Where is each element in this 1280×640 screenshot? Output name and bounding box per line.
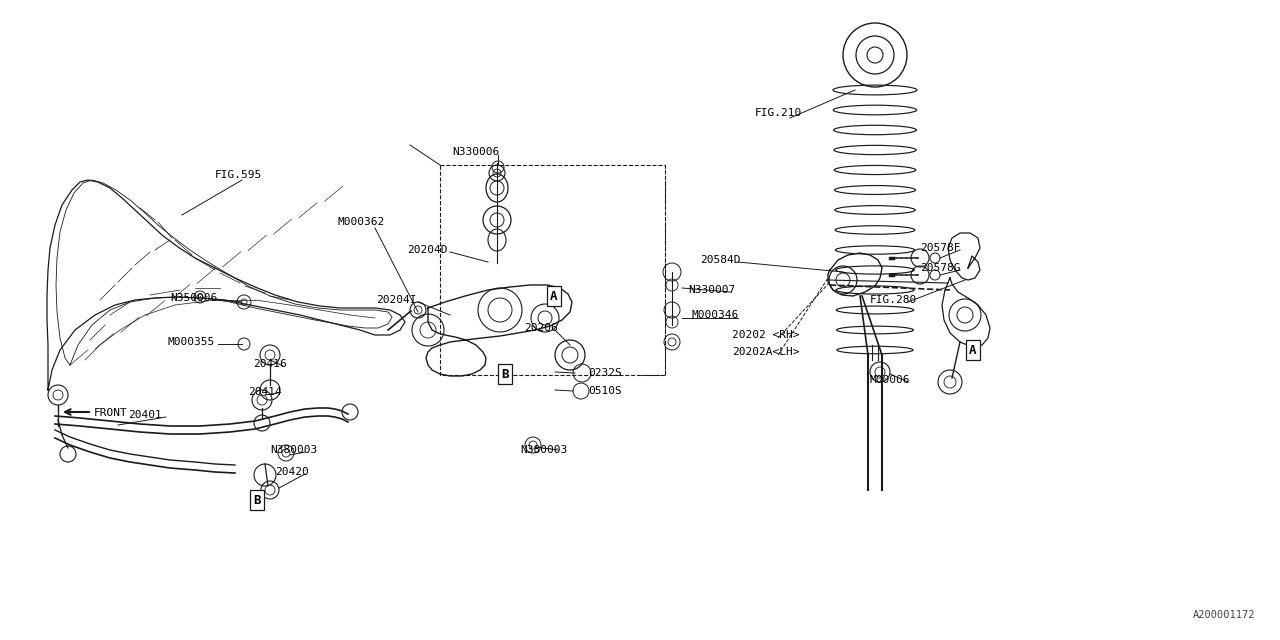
Text: 20202A<LH>: 20202A<LH> <box>732 347 800 357</box>
Bar <box>440 165 666 375</box>
Text: M000355: M000355 <box>166 337 214 347</box>
Text: M000362: M000362 <box>338 217 385 227</box>
Text: N350006: N350006 <box>170 293 218 303</box>
Text: 0232S: 0232S <box>588 368 622 378</box>
Text: FRONT: FRONT <box>93 408 128 418</box>
Text: 20420: 20420 <box>275 467 308 477</box>
Text: FIG.595: FIG.595 <box>215 170 262 180</box>
Text: A: A <box>550 289 558 303</box>
Text: N330006: N330006 <box>452 147 499 157</box>
Text: 20202 <RH>: 20202 <RH> <box>732 330 800 340</box>
Text: N380003: N380003 <box>520 445 567 455</box>
Text: A200001172: A200001172 <box>1193 610 1254 620</box>
Text: B: B <box>502 367 508 381</box>
Text: N380003: N380003 <box>270 445 317 455</box>
Text: 20578F: 20578F <box>920 243 960 253</box>
Text: FIG.210: FIG.210 <box>755 108 803 118</box>
Text: 20204D: 20204D <box>407 245 448 255</box>
Text: 20401: 20401 <box>128 410 161 420</box>
Text: A: A <box>969 344 977 356</box>
Text: 20416: 20416 <box>253 359 287 369</box>
Text: 20206: 20206 <box>524 323 558 333</box>
Text: N330007: N330007 <box>689 285 735 295</box>
Text: 20578G: 20578G <box>920 263 960 273</box>
Text: 20584D: 20584D <box>700 255 741 265</box>
Text: M000346: M000346 <box>692 310 740 320</box>
Text: M00006: M00006 <box>870 375 910 385</box>
Text: FIG.280: FIG.280 <box>870 295 918 305</box>
Text: 20204I: 20204I <box>376 295 416 305</box>
Text: 20414: 20414 <box>248 387 282 397</box>
Text: 0510S: 0510S <box>588 386 622 396</box>
Text: B: B <box>253 493 261 506</box>
